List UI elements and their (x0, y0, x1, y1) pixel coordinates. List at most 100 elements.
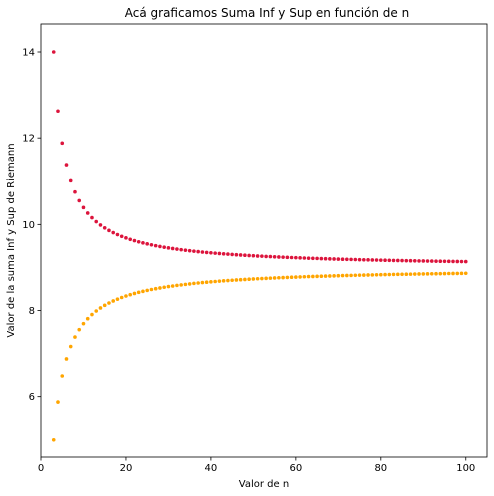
data-point (81, 321, 86, 326)
data-point (336, 257, 341, 261)
data-point (323, 274, 328, 278)
data-point (451, 259, 455, 264)
data-point (217, 279, 222, 283)
data-point (64, 163, 69, 167)
data-point (328, 274, 332, 278)
data-point (412, 272, 417, 276)
data-point (298, 256, 302, 260)
data-point (374, 258, 379, 262)
data-point (438, 259, 443, 264)
data-point (141, 289, 145, 294)
data-point (400, 258, 404, 263)
data-point (455, 271, 460, 276)
data-point (306, 256, 311, 260)
data-point (238, 253, 243, 257)
data-point (383, 258, 387, 263)
ticks-layer: 0 20 40 60 80 100 6 8 10 12 14 (22, 48, 475, 474)
data-point (238, 277, 243, 282)
data-point (158, 286, 162, 290)
data-point (421, 259, 426, 263)
data-point (396, 272, 400, 277)
data-point (136, 239, 141, 244)
series-layer (51, 50, 468, 442)
data-point (115, 297, 120, 301)
series-1 (51, 50, 468, 264)
data-point (391, 272, 396, 277)
plot-frame (40, 23, 488, 458)
data-point (285, 255, 290, 260)
data-point (264, 254, 268, 259)
x-tick-label: 0 (38, 463, 44, 474)
data-point (107, 228, 111, 233)
data-point (98, 306, 103, 310)
data-point (128, 237, 132, 242)
data-point (204, 250, 209, 255)
data-point (366, 258, 370, 262)
data-point (247, 253, 251, 258)
data-point (404, 258, 409, 263)
data-point (170, 284, 175, 288)
data-point (319, 256, 324, 261)
data-point (230, 278, 234, 283)
data-point (68, 178, 73, 183)
data-point (332, 257, 336, 261)
data-point (353, 257, 358, 262)
data-point (98, 223, 103, 227)
data-point (243, 253, 247, 258)
data-point (90, 312, 94, 317)
data-point (277, 255, 281, 259)
data-point (459, 259, 464, 264)
data-point (463, 271, 468, 276)
data-point (319, 274, 324, 279)
data-point (149, 242, 154, 247)
data-point (166, 284, 171, 289)
data-point (217, 251, 222, 256)
data-point (311, 274, 315, 279)
data-point (187, 248, 192, 253)
y-axis-label: Valor de la suma Inf y Sup de Riemann (6, 143, 17, 337)
data-point (145, 242, 149, 246)
data-point (77, 327, 82, 332)
data-point (60, 141, 65, 146)
data-point (162, 285, 166, 290)
data-point (315, 274, 319, 279)
data-point (463, 259, 468, 264)
data-point (345, 273, 349, 278)
data-point (264, 276, 268, 281)
data-point (349, 257, 353, 262)
data-point (200, 250, 205, 254)
data-point (340, 257, 345, 262)
data-point (128, 292, 132, 297)
data-point (370, 273, 375, 277)
x-tick-label: 80 (374, 463, 387, 474)
x-tick-label: 100 (456, 463, 475, 474)
data-point (119, 295, 124, 300)
data-point (107, 301, 111, 305)
data-point (404, 272, 409, 277)
data-point (442, 271, 447, 276)
data-point (243, 277, 247, 282)
data-point (434, 271, 438, 276)
data-point (234, 252, 239, 257)
data-point (455, 259, 460, 264)
data-point (111, 230, 116, 235)
y-tick-label: 12 (22, 134, 35, 145)
data-point (149, 287, 154, 292)
data-point (221, 252, 226, 256)
y-tick-label: 6 (29, 392, 35, 403)
data-point (145, 288, 149, 293)
data-point (315, 256, 319, 261)
data-point (136, 290, 141, 295)
data-point (379, 272, 383, 277)
data-point (429, 271, 434, 276)
data-point (115, 232, 120, 237)
data-point (345, 257, 349, 262)
data-point (400, 272, 404, 277)
data-point (124, 236, 128, 240)
y-tick-label: 10 (22, 220, 35, 231)
data-point (277, 275, 281, 280)
data-point (166, 246, 171, 250)
data-point (111, 299, 116, 303)
data-point (124, 294, 128, 298)
